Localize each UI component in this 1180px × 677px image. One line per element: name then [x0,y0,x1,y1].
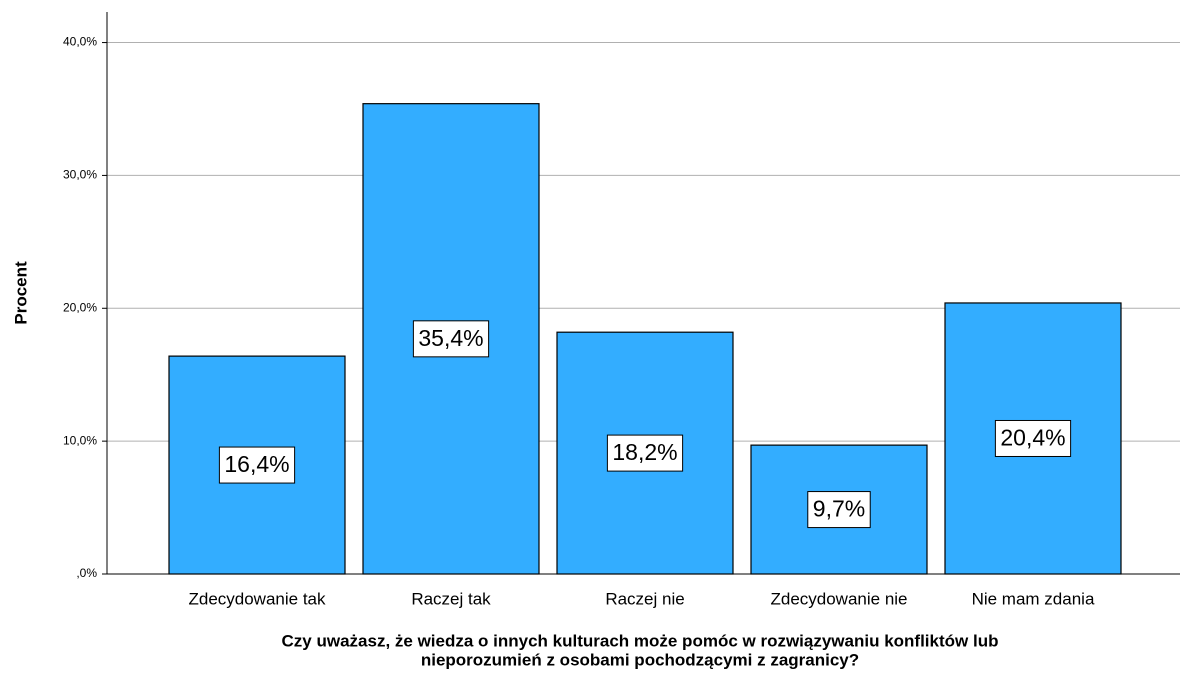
value-label-box [218,446,296,484]
y-axis-title: Procent [11,261,30,325]
y-tick-label: 40,0% [63,35,97,49]
x-tick-label: Zdecydowanie nie [770,589,907,608]
value-label: 9,7% [813,496,865,522]
x-axis-title: Czy uważasz, że wiedza o innych kulturac… [282,631,999,650]
x-axis-title: nieporozumień z osobami pochodzącymi z z… [421,650,859,669]
y-tick-label: 10,0% [63,433,97,447]
value-label: 20,4% [1000,425,1065,451]
y-tick-label: 20,0% [63,300,97,314]
value-label-box [412,320,490,358]
value-label: 18,2% [612,439,677,465]
y-tick-label: 30,0% [63,168,97,182]
bar [362,103,540,575]
value-label-box [807,491,871,529]
y-tick-label: ,0% [76,566,97,580]
value-label: 16,4% [224,451,289,477]
value-label-box [994,419,1072,457]
x-tick-label: Zdecydowanie tak [188,589,326,608]
value-label-box [606,434,684,472]
x-tick-label: Raczej nie [605,589,684,608]
x-tick-label: Nie mam zdania [972,589,1095,608]
value-label: 35,4% [418,325,483,351]
x-tick-label: Raczej tak [411,589,491,608]
